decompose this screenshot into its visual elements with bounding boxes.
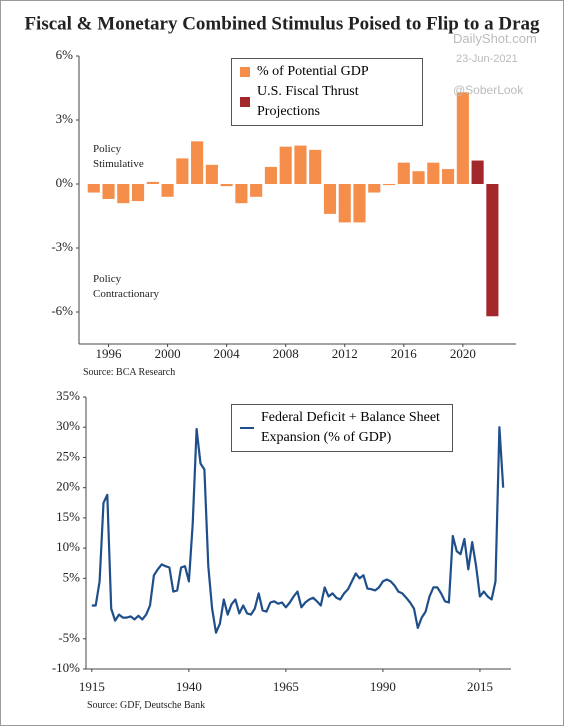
legend-label: U.S. Fiscal Thrust Projections [257,84,359,119]
watermark: @SoberLook [453,83,524,97]
bar [264,166,277,184]
bar [442,169,455,184]
x-tick-label: 2000 [155,346,181,361]
x-tick-label: 2020 [450,346,476,361]
legend: Federal Deficit + Balance Sheet Expansio… [231,404,453,452]
y-tick-label: 0% [56,175,74,190]
bar [353,184,366,223]
bar [250,184,263,197]
bar [294,145,307,184]
x-tick-label: 1990 [370,679,396,694]
y-tick-label: 15% [56,509,80,524]
y-tick-label: 3% [56,111,74,126]
bar [161,184,174,197]
x-tick-label: 1965 [273,679,299,694]
x-tick-label: 2008 [273,346,299,361]
source: Source: GDF, Deutsche Bank [87,700,206,711]
bar [235,184,248,204]
annotation: Policy Stimulative [93,143,144,170]
x-tick-label: 2012 [332,346,358,361]
bar [412,171,425,184]
bar [323,184,337,214]
bar [471,160,484,184]
bar [456,92,469,184]
legend-swatch [240,67,250,77]
bar [309,149,322,184]
y-tick-label: 5% [63,569,81,584]
y-tick-label: 20% [56,479,80,494]
watermark: DailyShot.com [453,31,537,46]
y-tick-label: 6% [56,47,74,62]
bar [368,184,381,193]
legend-entry: Federal Deficit + Balance Sheet Expansio… [240,408,444,448]
y-tick-label: 10% [56,539,80,554]
bar [397,162,410,184]
bar [382,184,396,186]
source: Source: BCA Research [83,367,176,378]
bar [102,184,115,199]
x-tick-label: 1996 [96,346,123,361]
legend-entry: U.S. Fiscal Thrust Projections [240,82,414,122]
annotation: Policy Contractionary [93,273,159,300]
watermark: 23-Jun-2021 [456,53,518,65]
line [91,426,505,634]
bar [338,184,351,223]
bar [191,141,204,184]
bar [132,184,145,202]
chart-title: Fiscal & Monetary Combined Stimulus Pois… [24,13,540,34]
x-tick-label: 1915 [79,679,105,694]
legend-swatch [240,426,254,430]
legend-entry: % of Potential GDP [240,62,414,82]
bar [279,146,292,184]
bar [176,158,189,184]
bar [220,184,233,187]
y-tick-label: -10% [52,660,80,675]
x-tick-label: 1940 [176,679,202,694]
legend-label: % of Potential GDP [257,64,369,79]
bar [427,162,440,184]
x-tick-label: 2015 [467,679,493,694]
legend: % of Potential GDP U.S. Fiscal Thrust Pro… [231,58,423,126]
y-tick-label: 30% [56,418,80,433]
bar [146,181,159,184]
bar [486,184,499,317]
x-tick-label: 2004 [214,346,241,361]
y-tick-label: -3% [51,239,73,254]
legend-label: Federal Deficit + Balance Sheet Expansio… [261,410,440,445]
bar [87,184,100,193]
x-tick-label: 2016 [391,346,418,361]
y-tick-label: -6% [51,303,73,318]
y-tick-label: 25% [56,448,80,463]
bar [205,164,218,184]
y-tick-label: -5% [58,630,80,645]
y-tick-label: 35% [56,388,80,403]
legend-swatch [240,97,250,107]
bar [117,184,130,204]
